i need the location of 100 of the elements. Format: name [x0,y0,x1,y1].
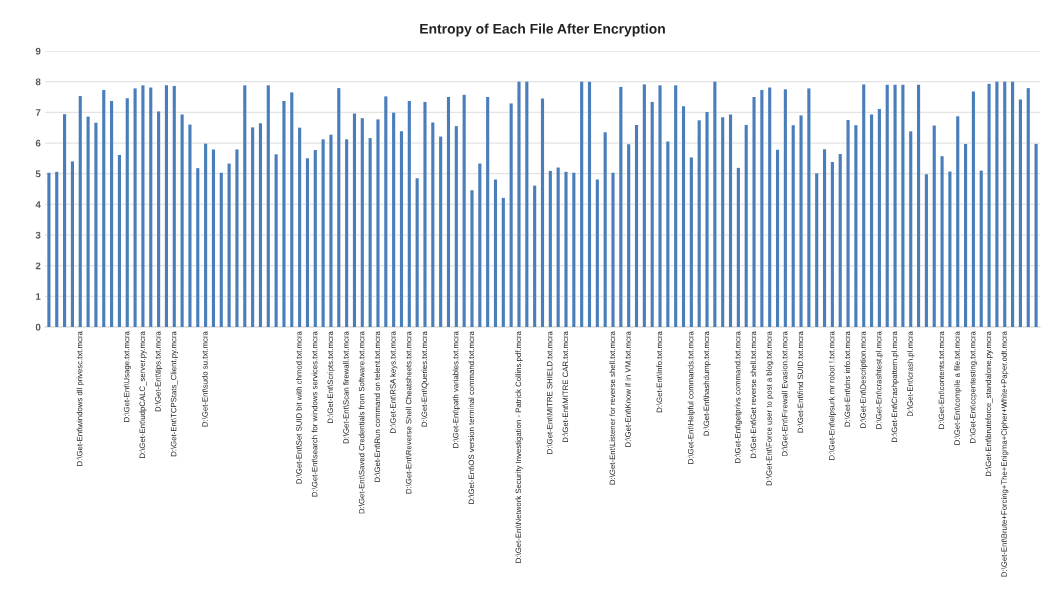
bar [721,117,725,327]
bar [439,136,443,327]
bar [987,83,991,327]
bar [768,87,772,327]
bar [619,86,623,327]
bar [55,171,59,327]
bar [587,81,592,327]
bar [862,84,866,327]
bar [211,149,216,327]
bar [141,85,145,327]
bar [149,87,153,327]
bar [948,171,952,327]
bar [70,161,74,327]
bar [407,100,411,327]
bar [540,98,545,327]
bar [321,139,325,327]
bar [564,171,568,327]
bar [556,167,560,327]
bar [822,149,827,327]
bar [713,81,717,327]
bar [877,108,881,327]
y-tick-label: 6 [35,139,41,147]
bar [352,113,357,327]
bar [783,89,787,327]
bar [838,154,842,327]
bar [86,116,90,327]
y-tick-label: 3 [35,231,41,239]
bar [63,114,67,327]
bar [493,179,498,327]
bar [689,157,693,327]
bar [94,122,98,327]
bar [180,114,184,327]
bar [47,172,51,327]
bar [274,154,278,327]
bar [290,92,294,327]
bar [799,115,803,327]
bar [243,85,247,327]
y-tick-label: 0 [35,323,41,331]
y-tick-label: 1 [36,293,41,300]
bar [1018,99,1022,327]
bar [885,84,889,327]
bar [525,81,529,327]
bar [854,125,858,327]
bar [940,156,944,327]
bar [227,163,231,327]
bar [470,190,474,327]
bar [399,131,404,327]
bar [846,120,850,327]
bar [204,143,208,327]
bar [360,118,364,327]
bar [1011,81,1015,327]
bar [78,96,82,327]
bar [313,150,317,327]
bar [188,124,192,327]
bar [415,178,419,327]
bar [337,88,341,327]
bar [705,112,709,327]
bar [517,81,521,327]
bar [125,98,129,327]
bar [744,124,748,327]
bar [133,88,137,327]
bar [901,84,905,327]
bar [548,170,552,327]
y-tick-label: 5 [35,170,41,178]
bar [509,103,513,327]
bar [462,94,466,327]
bar [431,122,435,327]
bar [384,96,388,327]
bar [329,134,333,327]
bar [666,141,670,327]
bar [932,125,936,327]
bar [775,149,780,327]
bar [102,89,106,327]
bar [979,170,983,327]
bar [282,100,286,327]
chart-title: Entropy of Each File After Encryption [420,23,665,37]
bar [172,85,176,327]
bar [219,172,223,327]
bar [298,127,302,327]
bar [956,116,960,327]
bar [869,114,874,327]
bar [642,84,646,327]
bar [627,144,631,327]
bar [752,97,756,327]
bar [674,85,678,327]
bar [736,167,740,327]
bar [110,100,114,327]
y-tick-label: 4 [35,201,41,208]
bar [917,84,921,327]
bar [611,172,615,327]
bar [235,149,239,327]
bar [658,85,662,327]
bar [909,131,913,327]
bar [423,101,427,327]
y-tick-label: 8 [35,78,41,86]
bar [478,163,482,327]
bar [595,179,599,327]
bar [791,125,795,327]
bar [924,174,928,327]
bar [446,97,451,327]
